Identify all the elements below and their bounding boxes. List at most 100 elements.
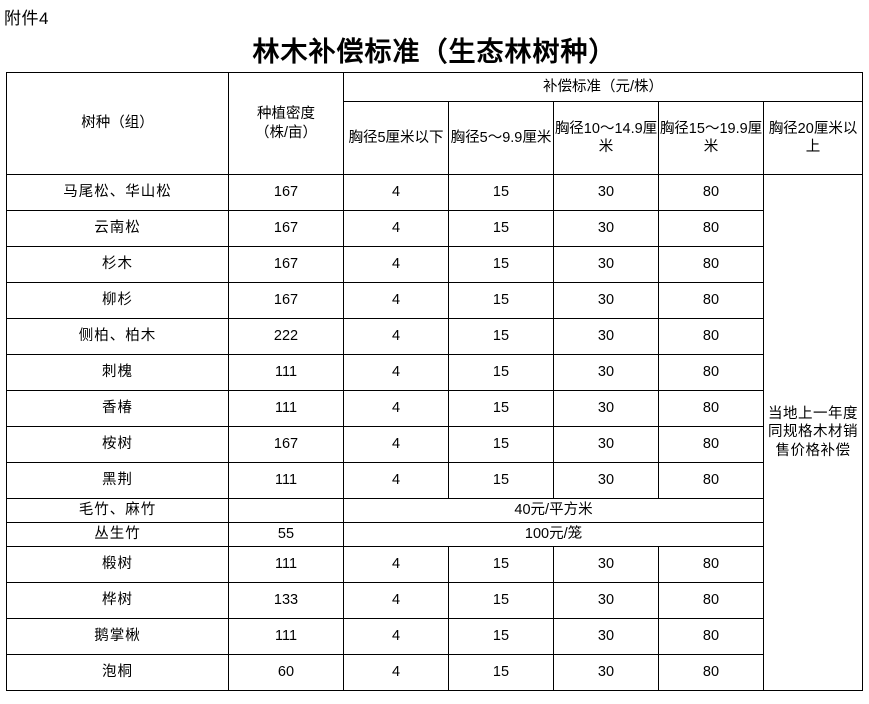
price-15to19: 80 [658,426,764,463]
header-density-line2: （株/亩） [254,124,318,141]
price-10to14: 30 [553,546,659,583]
density-value: 167 [228,282,344,319]
species-name: 杉木 [6,246,229,283]
table-row: 柳杉 167 4 15 30 80 [6,282,863,319]
price-under5: 4 [343,426,449,463]
table-row: 侧柏、柏木 222 4 15 30 80 [6,318,863,355]
header-dbh-under5: 胸径5厘米以下 [343,101,449,175]
price-5to9: 15 [448,654,554,691]
price-10to14: 30 [553,618,659,655]
page-title: 林木补偿标准（生态林树种） [252,37,617,67]
density-value [228,498,344,523]
price-5to9: 15 [448,318,554,355]
price-15to19: 80 [658,354,764,391]
species-name: 侧柏、柏木 [6,318,229,355]
table-row: 马尾松、华山松 167 4 15 30 80 当地上一年度同规格木材销售价格补偿 [6,174,864,691]
density-value: 111 [228,354,344,391]
price-10to14: 30 [553,210,659,247]
price-15to19: 80 [658,318,764,355]
species-name: 香椿 [6,390,229,427]
price-10to14: 30 [553,654,659,691]
price-10to14: 30 [553,462,659,499]
header-density-line1: 种植密度 [257,106,315,123]
species-name: 毛竹、麻竹 [6,498,229,523]
price-10to14: 30 [553,582,659,619]
species-name: 马尾松、华山松 [6,174,229,211]
price-15to19: 80 [658,282,764,319]
table-row: 刺槐 111 4 15 30 80 [6,354,863,391]
price-under5: 4 [343,174,449,211]
table-row: 丛生竹 55 100元/笼 [6,522,863,547]
species-name: 刺槐 [6,354,229,391]
species-name: 鹅掌楸 [6,618,229,655]
price-under5: 4 [343,546,449,583]
table-row: 桦树 133 4 15 30 80 [6,582,863,619]
table-row: 杉木 167 4 15 30 80 [6,246,863,283]
price-5to9: 15 [448,390,554,427]
price-15to19: 80 [658,654,764,691]
price-5to9: 15 [448,246,554,283]
price-15to19: 80 [658,618,764,655]
density-value: 167 [228,246,344,283]
header-compensation-group: 补偿标准（元/株） [342,72,864,102]
density-value: 167 [228,426,344,463]
price-15to19: 80 [658,582,764,619]
price-10to14: 30 [553,426,659,463]
table-header-row-2: 胸径5厘米以下 胸径5～9.9厘米 胸径10～14.9厘米 胸径15～19.9厘… [7,101,864,175]
price-under5: 4 [343,282,449,319]
price-15to19: 80 [658,546,764,583]
price-under5: 4 [343,318,449,355]
table-row: 香椿 111 4 15 30 80 [6,390,863,427]
price-under5: 4 [343,354,449,391]
price-15to19: 80 [658,462,764,499]
species-name: 泡桐 [6,654,229,691]
price-10to14: 30 [553,318,659,355]
species-name: 桦树 [6,582,229,619]
attachment-label: 附件4 [4,9,49,28]
header-dbh-over20: 胸径20厘米以上 [762,101,864,175]
compensation-standard-table: 树种（组） 种植密度 （株/亩） 补偿标准（元/株） 胸径5厘米以下 胸径5～9… [6,72,864,691]
header-density: 种植密度 （株/亩） [228,72,344,175]
table-row: 鹅掌楸 111 4 15 30 80 [6,618,863,655]
species-name: 云南松 [6,210,229,247]
price-5to9: 15 [448,426,554,463]
species-name: 桉树 [6,426,229,463]
price-under5: 4 [343,246,449,283]
price-10to14: 30 [553,174,659,211]
density-value: 111 [228,390,344,427]
price-5to9: 15 [448,282,554,319]
density-value: 55 [228,522,344,547]
last-column-note: 当地上一年度同规格木材销售价格补偿 [762,174,864,691]
price-5to9: 15 [448,582,554,619]
price-5to9: 15 [448,210,554,247]
density-value: 111 [228,618,344,655]
price-15to19: 80 [658,210,764,247]
price-10to14: 30 [553,282,659,319]
table-row: 毛竹、麻竹 40元/平方米 [6,498,863,523]
header-species: 树种（组） [6,72,229,175]
price-10to14: 30 [553,354,659,391]
density-value: 111 [228,546,344,583]
price-under5: 4 [343,618,449,655]
table-row: 椴树 111 4 15 30 80 [6,546,863,583]
species-name: 椴树 [6,546,229,583]
price-5to9: 15 [448,618,554,655]
species-name: 丛生竹 [6,522,229,547]
header-dbh-15to19: 胸径15～19.9厘米 [658,101,764,175]
price-under5: 4 [343,210,449,247]
price-5to9: 15 [448,354,554,391]
price-under5: 4 [343,654,449,691]
price-5to9: 15 [448,546,554,583]
table-row: 泡桐 60 4 15 30 80 [6,654,863,691]
merged-price-note: 100元/笼 [343,522,764,547]
density-value: 167 [228,174,344,211]
merged-price-note: 40元/平方米 [343,498,764,523]
price-under5: 4 [343,462,449,499]
table-row: 桉树 167 4 15 30 80 [6,426,863,463]
price-10to14: 30 [553,246,659,283]
density-value: 167 [228,210,344,247]
price-15to19: 80 [658,246,764,283]
header-dbh-5to9: 胸径5～9.9厘米 [448,101,554,175]
price-under5: 4 [343,390,449,427]
